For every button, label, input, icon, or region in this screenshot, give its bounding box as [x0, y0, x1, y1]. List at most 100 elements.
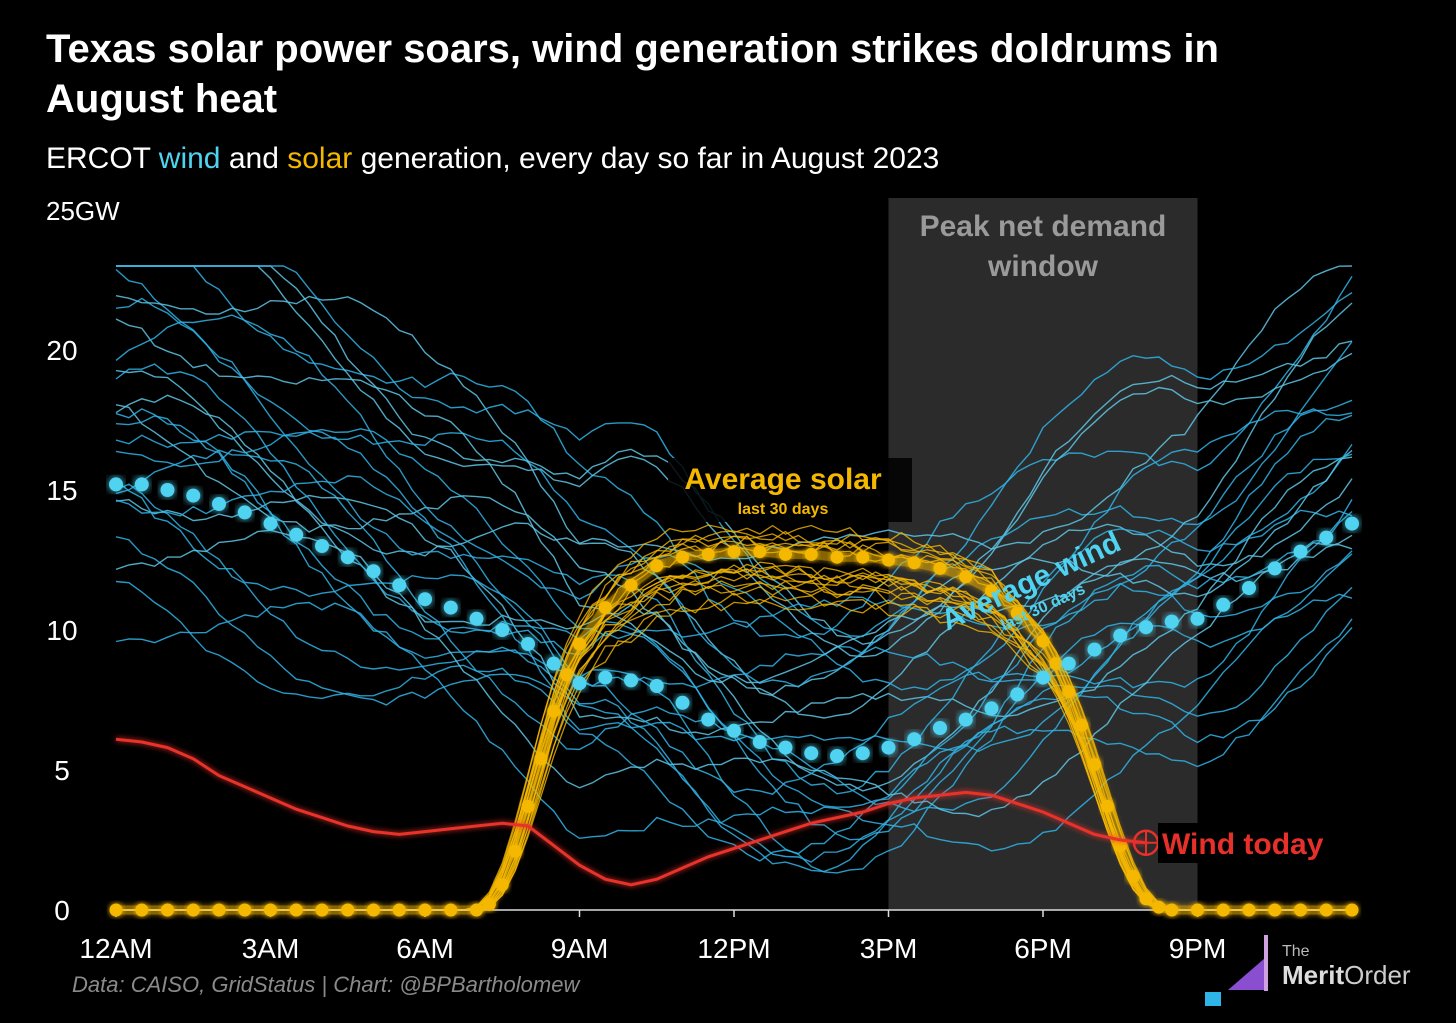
avg-wind-point: [495, 623, 510, 637]
avg-wind-point: [109, 477, 123, 492]
avg-solar-point: [135, 903, 149, 917]
avg-wind-point: [1267, 561, 1282, 576]
avg-solar-point: [1036, 634, 1050, 648]
y-tick-label: 20: [46, 335, 77, 366]
subtitle-post: generation, every day so far in August 2…: [352, 142, 940, 175]
avg-wind-point: [830, 749, 844, 763]
wind-day-trace: [115, 404, 1353, 696]
wind-today-label: Wind today: [1162, 828, 1324, 861]
avg-wind-point: [366, 564, 381, 579]
avg-solar-point: [1268, 903, 1282, 917]
wind-day-trace: [116, 265, 1353, 639]
avg-solar-point: [109, 903, 123, 917]
avg-solar-band: [116, 547, 1352, 915]
merit-order-logo: [1205, 935, 1268, 1006]
avg-solar-point: [830, 550, 844, 564]
x-tick-label: 6AM: [396, 933, 454, 964]
avg-wind-point: [727, 723, 741, 738]
y-tick-label: 10: [46, 615, 77, 646]
avg-solar-point: [495, 878, 509, 892]
avg-solar-point: [238, 903, 252, 917]
avg-solar-point: [289, 903, 303, 917]
y-tick-label: 15: [46, 475, 77, 506]
subtitle-mid: and: [220, 142, 288, 175]
avg-solar-point: [1113, 839, 1127, 853]
avg-solar-point: [727, 545, 741, 559]
avg-solar-point: [624, 578, 638, 592]
avg-wind-point: [134, 477, 149, 492]
wind-day-trace: [115, 268, 1353, 688]
avg-solar-point: [367, 903, 380, 917]
avg-solar-point: [907, 556, 921, 570]
avg-wind-point: [469, 611, 484, 626]
avg-solar-point: [573, 637, 586, 651]
logo-bars-purple: [1228, 958, 1265, 990]
avg-wind-point: [1293, 544, 1308, 559]
avg-solar-point: [933, 561, 947, 575]
avg-solar-point: [882, 553, 895, 567]
avg-solar-point: [1294, 903, 1307, 917]
avg-wind-point: [701, 712, 716, 727]
avg-wind-point: [984, 701, 999, 716]
avg-solar-point: [985, 584, 998, 598]
avg-solar-point: [470, 903, 483, 917]
logo-bar-white: [1264, 935, 1268, 991]
avg-wind-point: [546, 656, 561, 671]
avg-wind-point: [675, 695, 690, 710]
avg-solar-point: [212, 903, 226, 917]
wind-day-trace: [115, 297, 1353, 795]
avg-solar-point: [650, 559, 664, 573]
avg-wind-point: [418, 592, 432, 607]
peak-window-label-2: window: [987, 250, 1099, 283]
avg-wind-point: [649, 679, 664, 693]
wind-day-trace: [115, 265, 1353, 562]
logo-order: Order: [1344, 960, 1411, 990]
avg-wind-point: [1010, 687, 1025, 702]
avg-solar-point: [1191, 903, 1204, 917]
avg-solar-point: [1165, 903, 1179, 917]
avg-wind-point: [443, 600, 458, 615]
avg-solar-point: [1010, 606, 1024, 620]
avg-wind-point: [521, 637, 535, 651]
avg-solar-point: [1088, 757, 1101, 771]
avg-solar-point: [392, 903, 406, 917]
avg-solar-point: [482, 897, 496, 911]
avg-wind-point: [624, 673, 638, 688]
avg-solar-point: [1075, 718, 1089, 732]
source-note: Data: CAISO, GridStatus | Chart: @BPBart…: [72, 972, 580, 997]
x-tick-label: 3AM: [242, 933, 300, 964]
avg-wind-point: [1164, 614, 1179, 629]
logo-bar-blue: [1205, 992, 1221, 1006]
avg-wind-point: [289, 527, 304, 542]
logo-merit: Merit: [1282, 960, 1345, 990]
avg-solar-point: [186, 903, 200, 917]
avg-solar-point: [1100, 799, 1114, 813]
wind-day-trace: [115, 399, 1353, 638]
avg-wind-point: [598, 670, 613, 685]
avg-solar-label-bg: [668, 458, 912, 522]
avg-wind-point: [263, 516, 278, 531]
avg-wind-point: [1139, 620, 1153, 635]
avg-solar-sublabel: last 30 days: [738, 501, 829, 518]
chart-title: Texas solar power soars, wind generation…: [46, 27, 1219, 121]
peak-demand-window: [888, 198, 1198, 910]
avg-solar-point: [701, 547, 715, 561]
avg-solar-point: [676, 550, 689, 564]
avg-solar-point: [959, 570, 973, 584]
x-tick-label: 9PM: [1169, 933, 1227, 964]
avg-wind-point: [1087, 642, 1102, 657]
y-unit-label: 25GW: [46, 196, 120, 227]
avg-wind-point: [881, 740, 896, 755]
avg-wind-point: [237, 505, 252, 520]
x-tick-label: 12AM: [79, 933, 152, 964]
avg-solar-point: [1062, 685, 1076, 699]
avg-solar-point: [315, 903, 329, 917]
avg-wind-point: [933, 721, 947, 735]
avg-wind-point: [340, 550, 355, 565]
avg-solar-point: [534, 752, 548, 766]
wind-today-label-bg: [1158, 823, 1342, 863]
wind-day-trace: [115, 483, 1353, 873]
avg-wind-point: [958, 712, 973, 727]
subtitle-pre: ERCOT: [46, 142, 159, 175]
avg-wind-point: [1216, 597, 1231, 612]
